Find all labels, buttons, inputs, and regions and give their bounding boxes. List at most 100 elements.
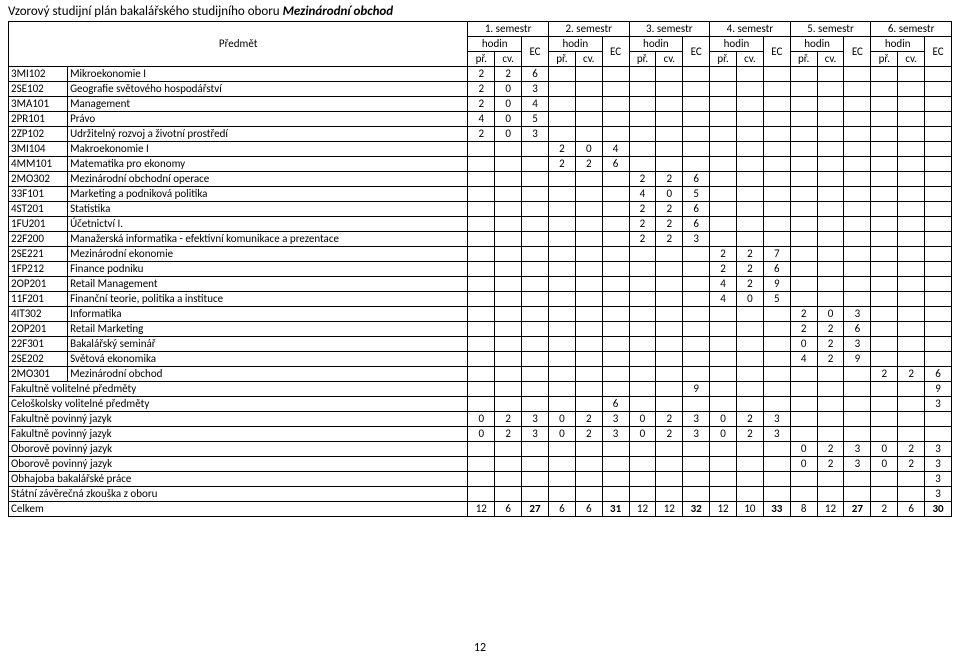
cell: 2 bbox=[629, 217, 656, 232]
cell bbox=[656, 112, 683, 127]
cell bbox=[871, 412, 898, 427]
cell bbox=[871, 127, 898, 142]
cell bbox=[763, 352, 790, 367]
cell: 6 bbox=[683, 202, 710, 217]
cell bbox=[736, 217, 763, 232]
cell: 2 bbox=[817, 442, 844, 457]
header-hodin: hodin bbox=[790, 37, 844, 52]
cell bbox=[710, 127, 737, 142]
cell bbox=[763, 157, 790, 172]
cell bbox=[656, 82, 683, 97]
table-body: 3MI102Mikroekonomie I2262SE102Geografie … bbox=[9, 67, 952, 517]
cell bbox=[602, 202, 629, 217]
cell: 30 bbox=[925, 502, 952, 517]
cell bbox=[683, 472, 710, 487]
cell: 2 bbox=[548, 157, 575, 172]
cell bbox=[656, 382, 683, 397]
cell bbox=[683, 277, 710, 292]
table-row: 11F201Finanční teorie, politika a instit… bbox=[9, 292, 952, 307]
cell: 9 bbox=[763, 277, 790, 292]
cell bbox=[790, 187, 817, 202]
cell bbox=[656, 97, 683, 112]
cell: 12 bbox=[656, 502, 683, 517]
cell bbox=[898, 352, 925, 367]
cell bbox=[736, 172, 763, 187]
row-name: Bakalářský seminář bbox=[68, 337, 468, 352]
header-hodin: hodin bbox=[548, 37, 602, 52]
cell bbox=[522, 292, 549, 307]
cell bbox=[548, 217, 575, 232]
table-row: 2SE102Geografie světového hospodářství20… bbox=[9, 82, 952, 97]
cell bbox=[817, 367, 844, 382]
cell bbox=[602, 187, 629, 202]
header-sem-3: 3. semestr bbox=[629, 22, 710, 37]
cell: 0 bbox=[468, 412, 495, 427]
row-code: 2OP201 bbox=[9, 277, 68, 292]
cell bbox=[898, 232, 925, 247]
cell bbox=[736, 67, 763, 82]
cell bbox=[844, 187, 871, 202]
cell: 32 bbox=[683, 502, 710, 517]
cell bbox=[817, 82, 844, 97]
cell bbox=[925, 322, 952, 337]
cell: 3 bbox=[763, 412, 790, 427]
cell bbox=[683, 352, 710, 367]
row-code: 1FP212 bbox=[9, 262, 68, 277]
cell: 0 bbox=[790, 337, 817, 352]
cell: 4 bbox=[522, 97, 549, 112]
cell bbox=[575, 322, 602, 337]
cell bbox=[871, 247, 898, 262]
row-code: 3MI102 bbox=[9, 67, 68, 82]
cell bbox=[629, 127, 656, 142]
row-name: Účetnictví I. bbox=[68, 217, 468, 232]
cell bbox=[817, 412, 844, 427]
cell bbox=[602, 97, 629, 112]
cell bbox=[844, 202, 871, 217]
cell bbox=[925, 337, 952, 352]
cell bbox=[683, 487, 710, 502]
cell: 2 bbox=[817, 337, 844, 352]
cell bbox=[790, 202, 817, 217]
cell: 3 bbox=[844, 442, 871, 457]
row-code: 2SE221 bbox=[9, 247, 68, 262]
cell bbox=[522, 442, 549, 457]
row-name: Informatika bbox=[68, 307, 468, 322]
cell bbox=[629, 397, 656, 412]
cell bbox=[575, 187, 602, 202]
header-cv: cv. bbox=[736, 52, 763, 67]
cell bbox=[925, 202, 952, 217]
cell bbox=[736, 127, 763, 142]
cell bbox=[656, 307, 683, 322]
cell bbox=[763, 232, 790, 247]
cell bbox=[656, 352, 683, 367]
cell bbox=[844, 127, 871, 142]
cell bbox=[925, 277, 952, 292]
cell bbox=[817, 232, 844, 247]
cell bbox=[871, 397, 898, 412]
cell bbox=[736, 382, 763, 397]
table-row: 4IT302Informatika203 bbox=[9, 307, 952, 322]
header-ec: EC bbox=[763, 37, 790, 67]
cell bbox=[548, 442, 575, 457]
cell: 2 bbox=[575, 412, 602, 427]
cell bbox=[871, 307, 898, 322]
cell bbox=[763, 97, 790, 112]
cell bbox=[548, 202, 575, 217]
row-name: Mezinárodní obchod bbox=[68, 367, 468, 382]
cell: 3 bbox=[522, 82, 549, 97]
cell bbox=[763, 172, 790, 187]
cell bbox=[736, 232, 763, 247]
cell bbox=[683, 397, 710, 412]
cell bbox=[495, 187, 522, 202]
cell bbox=[602, 82, 629, 97]
cell bbox=[629, 352, 656, 367]
cell bbox=[575, 292, 602, 307]
cell: 6 bbox=[683, 217, 710, 232]
cell bbox=[656, 442, 683, 457]
cell: 0 bbox=[790, 442, 817, 457]
cell: 2 bbox=[710, 247, 737, 262]
cell bbox=[602, 217, 629, 232]
cell: 9 bbox=[683, 382, 710, 397]
cell bbox=[710, 82, 737, 97]
cell: 2 bbox=[656, 412, 683, 427]
